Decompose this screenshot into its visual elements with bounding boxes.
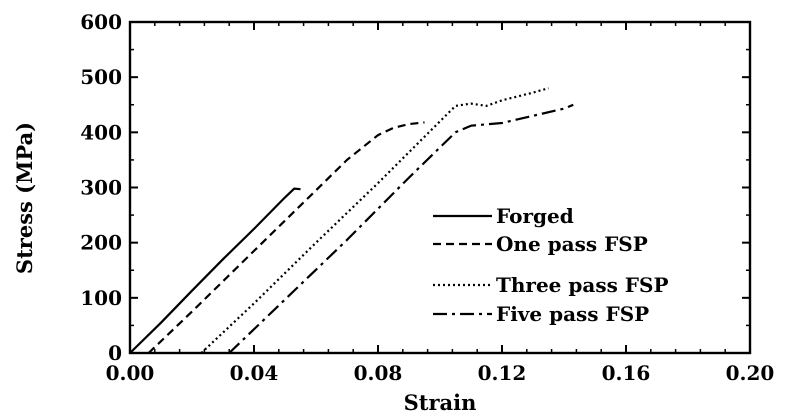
x-tick-label: 0.08 — [354, 361, 403, 385]
legend-label-three-pass: Three pass FSP — [496, 273, 668, 297]
y-tick-label: 0 — [108, 341, 122, 365]
x-tick-label: 0.04 — [230, 361, 279, 385]
y-tick-label: 300 — [80, 176, 122, 200]
y-tick-label: 500 — [80, 65, 122, 89]
plot-border — [128, 20, 752, 355]
x-axis-title: Strain — [404, 390, 477, 415]
legend-label-one-pass: One pass FSP — [496, 232, 648, 256]
series-line-forged — [129, 187, 301, 354]
legend-label-five-pass: Five pass FSP — [496, 302, 649, 326]
x-tick-label: 0.16 — [602, 361, 651, 385]
series-layer — [129, 87, 574, 354]
plot-frame — [128, 20, 752, 355]
x-tick-label: 0.12 — [478, 361, 527, 385]
y-tick-label: 600 — [80, 10, 122, 34]
series-line-one-pass-fsp — [147, 121, 425, 354]
y-tick-label: 400 — [80, 120, 122, 144]
legend: Forged One pass FSP Three pass FSP Five … — [433, 204, 668, 326]
tick-layer: 0.00 0.04 0.08 0.12 0.16 0.20 0 100 200 300 400 500… — [80, 10, 774, 385]
legend-label-forged: Forged — [496, 204, 574, 228]
x-tick-label: 0.20 — [726, 361, 775, 385]
x-tick-label: 0.00 — [106, 361, 155, 385]
series-line-three-pass-fsp — [200, 87, 549, 354]
y-tick-label: 200 — [80, 231, 122, 255]
y-tick-label: 100 — [80, 286, 122, 310]
series-line-five-pass-fsp — [228, 103, 574, 354]
y-axis-title: Stress (MPa) — [12, 122, 37, 274]
